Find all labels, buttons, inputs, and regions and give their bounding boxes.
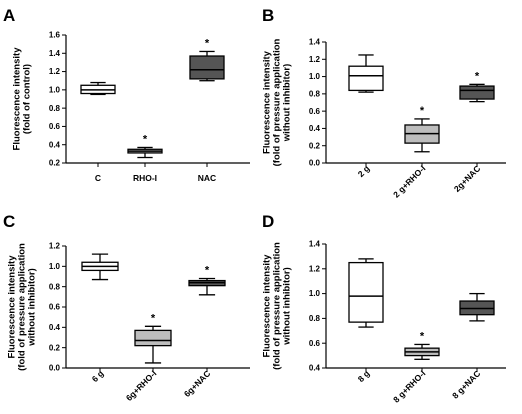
panel-letter: C: [3, 212, 15, 231]
category-label: 2g+NAC: [452, 163, 483, 194]
box-2: * RHO-I: [127, 133, 163, 183]
y-tick-label: 1.0: [49, 262, 61, 271]
y-tick-label: 1.2: [49, 242, 61, 251]
category-label: 8 g: [356, 368, 372, 384]
significance-star: *: [143, 133, 148, 145]
panel-letter: B: [262, 6, 274, 25]
y-tick-label: 0.0: [49, 364, 61, 373]
box-1: 6 g: [81, 253, 119, 384]
iqr-box: [134, 329, 172, 347]
panel-c: C Fluorescence intensity (fold of pressure…: [3, 212, 250, 403]
iqr-box: [348, 65, 384, 92]
category-label: 6g+NAC: [182, 368, 213, 399]
y-tick-label: 0.4: [309, 364, 321, 373]
y-tick-label: 0.4: [49, 323, 61, 332]
y-axis-label-line: without inhibitor): [281, 64, 292, 143]
y-tick-label: 1.2: [309, 55, 321, 64]
category-label: 2 g+RHO-I: [391, 163, 427, 199]
box-3: * NAC: [189, 37, 225, 183]
iqr-box: [348, 261, 384, 323]
significance-star: *: [151, 312, 156, 324]
y-tick-label: 0.2: [49, 159, 61, 168]
y-tick-label: 0.2: [49, 343, 61, 352]
y-axis-label-line: (fold of control): [21, 64, 32, 134]
box-2: * 2 g+RHO-I: [391, 105, 440, 200]
panel-d: D Fluorescence intensity (fold of pressure…: [261, 212, 506, 405]
category-label: 8 g+RHO-I: [391, 368, 427, 404]
significance-star: *: [205, 265, 210, 277]
y-axis-label-line: without inhibitor): [281, 267, 292, 346]
box-1: C: [80, 81, 116, 183]
significance-star: *: [475, 70, 480, 82]
y-axis-label-line: Fluorescence intensity: [261, 50, 272, 154]
y-tick-label: 0.4: [49, 140, 61, 149]
y-tick-label: 0.8: [49, 104, 61, 113]
y-tick-label: 1.4: [309, 240, 321, 249]
y-tick-label: 1.0: [309, 72, 321, 81]
y-tick-label: 0.8: [309, 314, 321, 323]
box-3: * 2g+NAC: [452, 70, 495, 194]
category-label: 6 g: [90, 368, 106, 384]
y-tick-label: 1.2: [49, 67, 61, 76]
y-tick-label: 1.0: [49, 85, 61, 94]
category-label: RHO-I: [133, 173, 157, 183]
y-tick-label: 0.6: [309, 339, 321, 348]
y-axis-label-line: Fluorescence intensity: [11, 47, 22, 151]
y-tick-label: 0.0: [309, 159, 321, 168]
y-tick-label: 1.0: [309, 289, 321, 298]
panel-letter: D: [262, 212, 274, 231]
box-2: * 6g+RHO-I: [124, 312, 172, 403]
y-tick-label: 0.8: [49, 282, 61, 291]
y-tick-label: 0.8: [309, 89, 321, 98]
category-label: 6g+RHO-I: [124, 368, 159, 403]
category-label: C: [95, 173, 101, 183]
y-axis-label-line: (fold of pressure application: [271, 242, 282, 370]
box-3: * 6g+NAC: [182, 265, 226, 399]
y-tick-label: 1.4: [309, 38, 321, 47]
y-axis-label-line: (fold of pressure application: [271, 38, 282, 166]
category-label: NAC: [198, 173, 216, 183]
panel-letter: A: [3, 6, 15, 25]
significance-star: *: [205, 37, 210, 49]
panel-b: B Fluorescence intensity (fold of pressure…: [261, 6, 506, 200]
y-axis-label-line: Fluorescence intensity: [261, 254, 272, 358]
iqr-box: [459, 85, 495, 100]
box-1: 2 g: [348, 54, 384, 179]
y-tick-label: 0.2: [309, 141, 321, 150]
significance-star: *: [420, 105, 425, 117]
y-tick-label: 1.6: [49, 31, 61, 40]
y-axis-label-line: without inhibitor): [26, 268, 37, 347]
y-tick-label: 1.4: [49, 49, 61, 58]
y-tick-label: 0.6: [49, 303, 61, 312]
category-label: 2 g: [356, 163, 372, 179]
box-3: 8 g+NAC: [450, 292, 495, 401]
panel-a: A Fluorescence intensity (fold of control)…: [3, 6, 250, 183]
y-tick-label: 1.2: [309, 264, 321, 273]
category-label: 8 g+NAC: [450, 368, 482, 400]
y-axis-label-line: Fluorescence intensity: [6, 255, 17, 359]
iqr-box: [189, 55, 225, 80]
significance-star: *: [420, 330, 425, 342]
y-tick-label: 0.6: [49, 122, 61, 131]
y-tick-label: 0.4: [309, 124, 321, 133]
y-axis-label-line: (fold of pressure application: [16, 243, 27, 371]
box-1: 8 g: [348, 258, 384, 384]
y-tick-label: 0.6: [309, 107, 321, 116]
